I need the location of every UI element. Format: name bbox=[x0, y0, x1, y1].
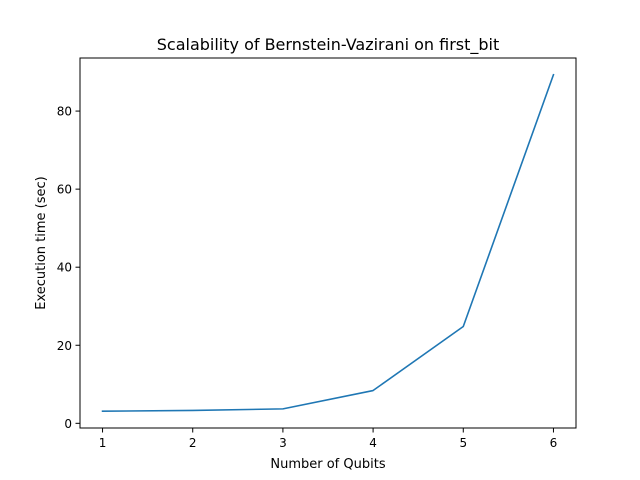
y-axis-ticks: 0 20 40 60 80 bbox=[57, 105, 80, 431]
x-tick-label-5: 6 bbox=[550, 436, 558, 450]
y-axis-label: Execution time (sec) bbox=[34, 176, 49, 310]
y-tick-label-0: 0 bbox=[64, 417, 72, 431]
chart-title: Scalability of Bernstein-Vazirani on fir… bbox=[157, 35, 500, 55]
y-tick-label-1: 20 bbox=[57, 339, 72, 353]
x-axis-ticks: 1 2 3 4 5 6 bbox=[99, 428, 558, 450]
x-tick-label-0: 1 bbox=[99, 436, 107, 450]
plot-area bbox=[101, 73, 555, 413]
x-axis-label: Number of Qubits bbox=[270, 457, 385, 472]
x-tick-label-2: 3 bbox=[279, 436, 287, 450]
y-tick-label-2: 40 bbox=[57, 261, 72, 275]
y-tick-label-3: 60 bbox=[57, 183, 72, 197]
axes-frame bbox=[79, 57, 577, 429]
x-tick-label-3: 4 bbox=[369, 436, 377, 450]
y-tick-label-4: 80 bbox=[57, 105, 72, 119]
x-tick-label-4: 5 bbox=[459, 436, 467, 450]
series-line-0 bbox=[101, 73, 555, 413]
x-tick-label-1: 2 bbox=[189, 436, 197, 450]
